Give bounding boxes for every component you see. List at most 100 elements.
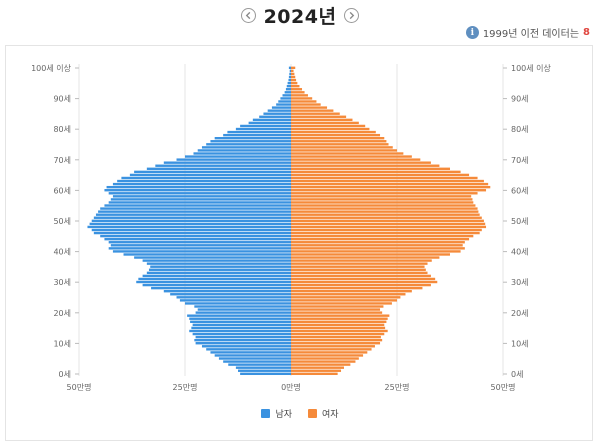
female-bar[interactable] [291,231,480,235]
male-bar[interactable] [100,207,291,210]
female-bar[interactable] [291,286,423,290]
female-bar[interactable] [291,259,432,262]
female-bar[interactable] [291,354,364,357]
female-bar[interactable] [291,72,295,76]
male-bar[interactable] [108,247,292,250]
male-bar[interactable] [93,216,291,219]
female-bar[interactable] [291,130,376,134]
male-bar[interactable] [210,140,291,143]
male-bar[interactable] [150,265,291,268]
male-bar[interactable] [238,369,291,372]
female-bar[interactable] [291,345,375,348]
female-bar[interactable] [291,283,431,287]
female-bar[interactable] [291,152,404,155]
male-bar[interactable] [148,268,291,271]
male-bar[interactable] [170,293,291,296]
female-bar[interactable] [291,277,436,281]
male-bar[interactable] [91,228,291,232]
male-bar[interactable] [248,121,291,125]
female-bar[interactable] [291,75,296,79]
female-bar[interactable] [291,320,387,323]
female-bar[interactable] [291,357,359,360]
male-bar[interactable] [134,170,291,174]
female-bar[interactable] [291,323,385,327]
male-bar[interactable] [240,124,291,128]
female-bar[interactable] [291,265,425,268]
male-bar[interactable] [228,363,291,366]
female-bar[interactable] [291,155,412,158]
female-bar[interactable] [291,216,482,219]
male-bar[interactable] [155,164,291,167]
male-bar[interactable] [194,338,291,342]
male-bar[interactable] [206,348,291,351]
female-bar[interactable] [291,140,387,143]
female-bar[interactable] [291,100,317,103]
female-bar[interactable] [291,118,353,122]
male-bar[interactable] [278,100,291,103]
male-bar[interactable] [98,210,291,213]
pre-1999-data-note[interactable]: i 1999년 이전 데이터는 8 [465,25,590,40]
female-bar[interactable] [291,164,440,167]
female-bar[interactable] [291,207,478,210]
female-bar[interactable] [291,213,480,216]
male-bar[interactable] [280,97,291,100]
male-bar[interactable] [284,91,291,94]
male-bar[interactable] [214,354,291,357]
male-bar[interactable] [112,195,291,198]
male-bar[interactable] [185,155,291,158]
female-bar[interactable] [291,173,470,177]
female-bar[interactable] [291,225,487,229]
female-bar[interactable] [291,198,473,201]
male-bar[interactable] [240,372,291,376]
next-year-button[interactable] [344,7,360,23]
male-bar[interactable] [95,213,292,216]
female-bar[interactable] [291,250,461,253]
male-bar[interactable] [287,81,291,85]
male-bar[interactable] [285,88,291,91]
female-bar[interactable] [291,363,351,366]
female-bar[interactable] [291,91,305,94]
male-bar[interactable] [195,311,291,314]
female-bar[interactable] [291,158,421,161]
female-bar[interactable] [291,308,381,311]
male-bar[interactable] [108,241,292,244]
male-bar[interactable] [117,179,291,183]
male-bar[interactable] [112,182,291,186]
male-bar[interactable] [190,320,291,323]
male-bar[interactable] [104,204,291,207]
male-bar[interactable] [106,185,291,189]
female-bar[interactable] [291,366,344,369]
female-bar[interactable] [291,192,478,195]
female-bar[interactable] [291,360,356,363]
legend-item-female[interactable]: 여자 [308,404,339,422]
male-bar[interactable] [89,222,291,226]
female-bar[interactable] [291,256,440,259]
female-bar[interactable] [291,167,450,170]
female-bar[interactable] [291,176,478,180]
male-bar[interactable] [185,302,291,305]
female-bar[interactable] [291,170,461,174]
female-bar[interactable] [291,103,321,106]
male-bar[interactable] [267,109,291,112]
female-bar[interactable] [291,329,388,333]
male-bar[interactable] [163,290,291,293]
female-bar[interactable] [291,121,359,125]
male-bar[interactable] [276,103,291,106]
male-bar[interactable] [194,305,291,308]
female-bar[interactable] [291,161,431,164]
male-bar[interactable] [129,173,291,177]
male-bar[interactable] [288,66,291,70]
male-bar[interactable] [252,118,291,122]
male-bar[interactable] [176,296,291,299]
male-bar[interactable] [142,259,291,262]
female-bar[interactable] [291,335,381,339]
female-bar[interactable] [291,299,397,302]
female-bar[interactable] [291,112,340,115]
male-bar[interactable] [259,115,291,118]
male-bar[interactable] [201,146,291,149]
female-bar[interactable] [291,348,372,351]
male-bar[interactable] [193,152,291,155]
male-bar[interactable] [289,69,291,73]
male-bar[interactable] [104,237,291,241]
female-bar[interactable] [291,182,489,186]
